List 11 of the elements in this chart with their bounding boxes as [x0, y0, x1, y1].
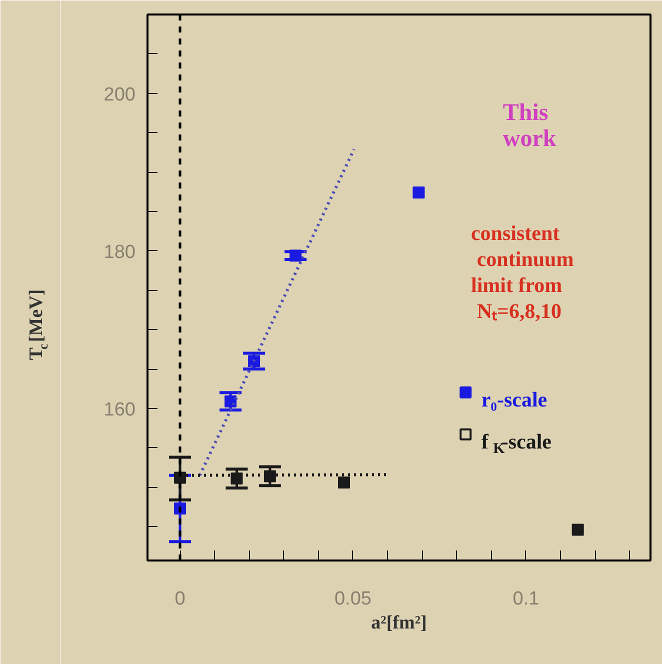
y-tick-label: 180 — [104, 242, 136, 263]
x-tick-label: 0.1 — [512, 588, 540, 610]
y-axis-title: Tc[MeV] — [26, 289, 51, 360]
x-tick-label: 0 — [174, 588, 186, 610]
y-tick-label: 200 — [104, 84, 136, 106]
annotation: This work — [502, 100, 557, 152]
x-tick-label: 0.05 — [334, 588, 372, 610]
y-tick-label: 160 — [104, 399, 136, 420]
x-axis-title: a²[fm²] — [371, 612, 427, 634]
legend-label: r₀-scale — [481, 387, 548, 412]
annotation: consistent continuum limit from Nₜ=6,8,10 — [470, 220, 574, 323]
